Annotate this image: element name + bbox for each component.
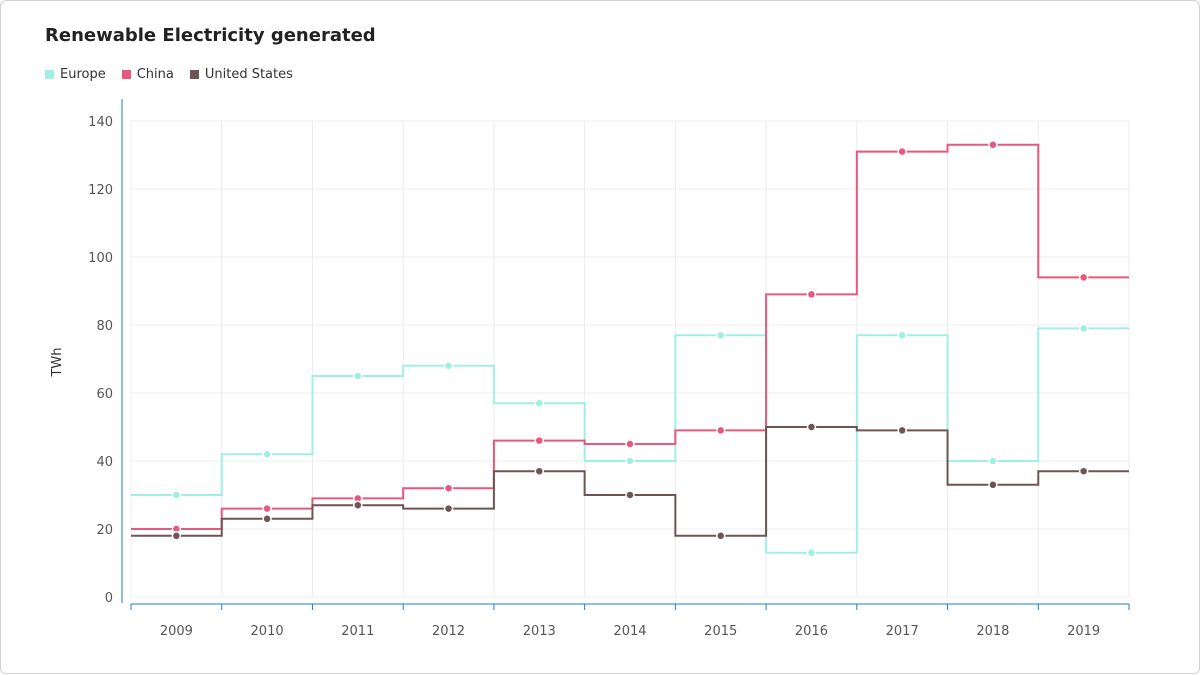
y-tick-label: 100 — [88, 251, 113, 266]
legend-item-china[interactable]: China — [121, 67, 174, 82]
data-point-europe — [988, 456, 998, 466]
data-point-united-states — [988, 480, 998, 490]
data-point-europe — [443, 361, 454, 371]
data-point-europe — [171, 490, 182, 500]
x-tick-label: 2014 — [613, 624, 646, 639]
data-point-europe — [625, 456, 635, 466]
x-tick-label: 2017 — [886, 624, 919, 639]
data-point-china — [534, 435, 545, 446]
data-point-united-states — [171, 531, 182, 541]
x-tick-label: 2013 — [523, 624, 556, 639]
data-point-china — [262, 503, 272, 514]
data-point-china — [988, 140, 998, 150]
legend-item-united-states[interactable]: United States — [189, 67, 293, 82]
data-point-united-states — [262, 514, 272, 524]
data-point-china — [897, 146, 907, 157]
data-point-europe — [806, 548, 817, 558]
y-tick-label: 0 — [105, 591, 113, 606]
data-point-europe — [262, 449, 272, 459]
x-tick-label: 2012 — [432, 624, 465, 639]
x-tick-label: 2015 — [704, 624, 737, 639]
x-tick-label: 2016 — [795, 624, 828, 639]
x-tick-label: 2019 — [1067, 624, 1100, 639]
legend-swatch-europe — [45, 70, 54, 79]
series-layer — [131, 140, 1129, 558]
x-tick-label: 2018 — [976, 624, 1009, 639]
data-point-europe — [897, 330, 907, 340]
y-tick-label: 80 — [96, 319, 113, 334]
x-tick-label: 2009 — [160, 624, 193, 639]
x-tick-label: 2010 — [251, 624, 284, 639]
data-point-united-states — [806, 422, 817, 432]
data-point-europe — [353, 371, 363, 381]
x-tick-label: 2011 — [341, 624, 374, 639]
y-tick-label: 120 — [88, 183, 113, 198]
data-point-united-states — [715, 531, 726, 541]
data-point-china — [443, 483, 454, 493]
y-tick-label: 60 — [96, 387, 113, 402]
data-point-united-states — [353, 500, 363, 510]
data-point-china — [715, 425, 726, 436]
data-point-europe — [534, 398, 545, 408]
legend-label-europe: Europe — [60, 67, 106, 82]
legend-label-united-states: United States — [204, 67, 293, 82]
data-point-china — [625, 439, 635, 449]
data-point-europe — [1078, 323, 1089, 334]
y-tick-label: 140 — [88, 115, 113, 130]
chart-title: Renewable Electricity generated — [45, 25, 376, 46]
legend-swatch-united-states — [189, 70, 199, 79]
y-tick-label: 40 — [96, 455, 113, 470]
legend-swatch-china — [121, 70, 131, 79]
y-axis-label: TWh — [50, 347, 65, 377]
data-point-united-states — [443, 503, 454, 514]
axes: 0 20 40 60 80 100 120 140 2009 2010 2011 2012 2013 20… — [88, 99, 1130, 639]
grid — [130, 120, 1130, 598]
legend-label-china: China — [136, 67, 174, 82]
y-tick-label: 20 — [96, 523, 113, 538]
legend-item-europe[interactable]: Europe — [45, 67, 106, 82]
data-point-united-states — [1078, 466, 1089, 476]
legend: Europe China United States — [45, 67, 293, 82]
series-line-china — [131, 143, 1129, 530]
data-point-europe — [715, 330, 726, 340]
data-point-united-states — [625, 490, 635, 500]
data-point-united-states — [534, 466, 545, 476]
data-point-united-states — [897, 425, 907, 436]
data-point-china — [1078, 272, 1089, 283]
data-point-china — [806, 289, 817, 300]
